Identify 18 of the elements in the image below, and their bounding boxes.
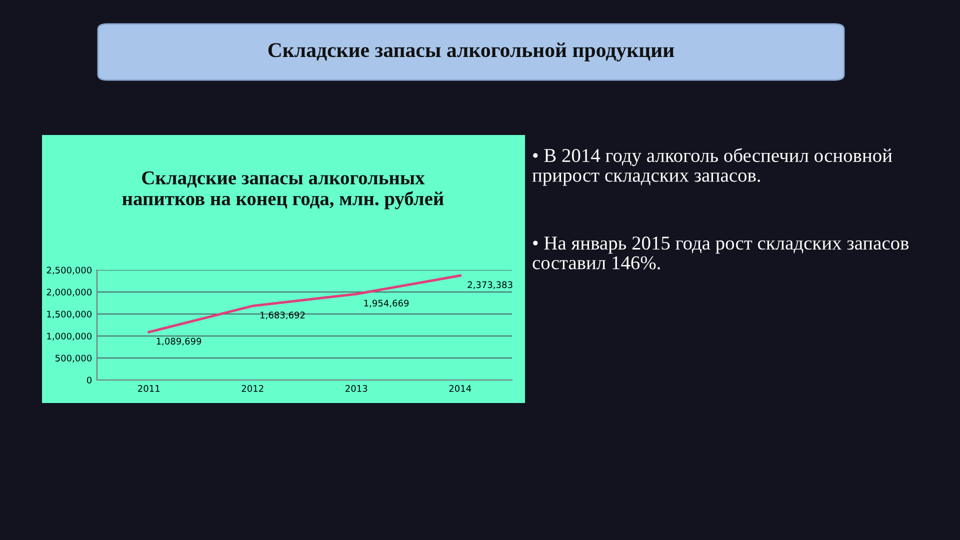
y-tick-label: 500,000	[56, 354, 92, 362]
y-tick-label: 2,500,000	[46, 266, 92, 274]
text: 2,373,383	[468, 281, 512, 290]
y-tick-label: 1,500,000	[47, 310, 92, 318]
text: Складские запасы алкогольной продукции	[268, 42, 674, 62]
text: • В 2014 году алкоголь обеспечил основной прирост складских запасов.	[532, 148, 892, 186]
chart-title: Складские запасы алкогольных напитков на конец года, млн. рублей	[122, 171, 444, 210]
y-tick-label: 0	[86, 376, 92, 384]
text: • На январь 2015 года рост складских запасов составил 146%.	[532, 236, 909, 270]
x-tick-label: 2013	[346, 385, 368, 392]
y-tick-label: 2,000,000	[46, 288, 92, 296]
x-tick-label: 2012	[242, 385, 264, 392]
y-tick-label: 1,000,000	[47, 332, 92, 340]
line-series	[148, 274, 462, 334]
x-tick-label: 2011	[138, 385, 160, 392]
text: 1,089,699	[156, 338, 202, 346]
x-tick-label: 2014	[449, 385, 472, 392]
text: 1,954,669	[364, 300, 409, 308]
